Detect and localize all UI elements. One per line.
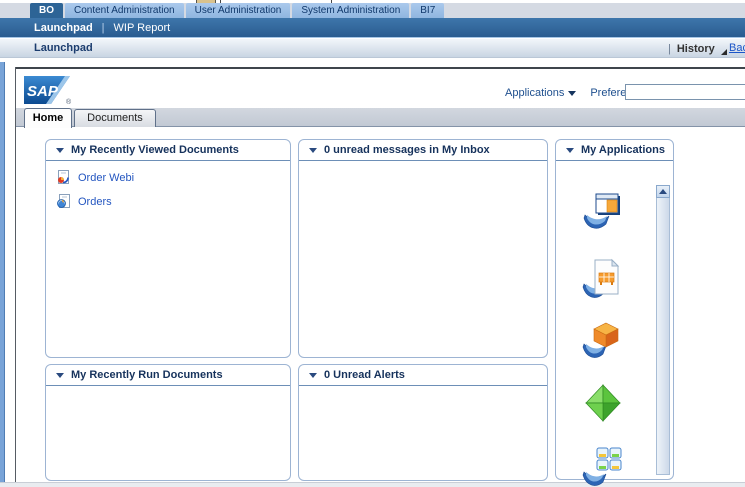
- sap-logo: SAP: [24, 76, 70, 104]
- document-link[interactable]: Order Webi: [78, 171, 135, 184]
- application-window-icon[interactable]: [582, 190, 624, 232]
- collapse-icon[interactable]: [56, 147, 64, 153]
- scroll-track[interactable]: [656, 198, 670, 475]
- page-title-bar: Launchpad: [0, 39, 745, 58]
- history-separator: |: [668, 42, 671, 55]
- collapse-icon[interactable]: [309, 372, 317, 378]
- panel-header: My Recently Run Documents: [46, 365, 290, 386]
- history-link[interactable]: History: [676, 42, 715, 55]
- panel-body: Order Webi Orders: [46, 170, 290, 209]
- document-link[interactable]: Orders: [78, 195, 112, 208]
- portal-tab-bar: BO Content Administration User Administr…: [0, 3, 745, 18]
- panel-my-applications: My Applications: [555, 139, 674, 486]
- panel-recently-run-documents: My Recently Run Documents: [45, 364, 291, 481]
- report-page-icon[interactable]: [582, 258, 624, 300]
- panel-title: 0 unread messages in My Inbox: [324, 144, 490, 156]
- workspace-modules-icon[interactable]: [582, 446, 624, 487]
- collapse-icon[interactable]: [566, 147, 574, 153]
- history-dropdown-icon[interactable]: [720, 48, 727, 55]
- content-frame-top-border: [15, 67, 745, 69]
- collapse-icon[interactable]: [309, 147, 317, 153]
- scroll-up-button[interactable]: [656, 185, 670, 198]
- arrow-up-icon: [659, 189, 667, 194]
- panel-body: [556, 161, 673, 486]
- tab-bi7[interactable]: BI7: [411, 3, 445, 18]
- panel-inbox: 0 unread messages in My Inbox: [298, 139, 548, 358]
- nav-separator: |: [101, 21, 105, 34]
- panel-alerts: 0 Unread Alerts: [298, 364, 548, 481]
- registered-trademark: ®: [66, 99, 72, 106]
- nav-item-wip-report[interactable]: WIP Report: [113, 21, 171, 34]
- applications-label: Applications: [505, 87, 565, 99]
- crystal-report-icon: [57, 194, 70, 208]
- nav-item-launchpad[interactable]: Launchpad: [34, 21, 93, 34]
- tab-documents[interactable]: Documents: [74, 109, 156, 127]
- bottom-strip: [0, 482, 745, 487]
- applications-scrollbar[interactable]: [656, 185, 670, 475]
- panel-title: My Recently Viewed Documents: [71, 144, 239, 156]
- panel-header: 0 unread messages in My Inbox: [299, 140, 547, 161]
- tab-bo[interactable]: BO: [30, 3, 63, 18]
- content-frame-left-border: [15, 67, 16, 482]
- olap-cube-icon[interactable]: [582, 320, 624, 362]
- tab-system-administration[interactable]: System Administration: [292, 3, 410, 18]
- panel-recently-viewed-documents: My Recently Viewed Documents Order Webi: [45, 139, 291, 358]
- tab-content-administration[interactable]: Content Administration: [65, 3, 184, 18]
- applications-menu[interactable]: Applications: [505, 87, 577, 99]
- chevron-down-icon: [568, 90, 577, 96]
- panel-title: My Recently Run Documents: [71, 369, 223, 381]
- list-item[interactable]: Orders: [56, 194, 290, 209]
- title-bar-actions: | History: [668, 39, 727, 58]
- list-item[interactable]: Order Webi: [56, 170, 290, 185]
- back-link[interactable]: Back: [729, 42, 745, 54]
- left-edge-stripe: [0, 62, 5, 482]
- panel-title: 0 Unread Alerts: [324, 369, 405, 381]
- page-title: Launchpad: [34, 42, 93, 54]
- panel-header: 0 Unread Alerts: [299, 365, 547, 386]
- collapse-icon[interactable]: [56, 372, 64, 378]
- content-tab-strip: [16, 108, 745, 127]
- search-input[interactable]: [625, 84, 745, 100]
- panel-header: My Applications: [556, 140, 673, 161]
- svg-text:SAP: SAP: [27, 83, 59, 100]
- panel-title: My Applications: [581, 144, 665, 156]
- dashboard-diamond-icon[interactable]: [582, 382, 624, 424]
- panel-header: My Recently Viewed Documents: [46, 140, 290, 161]
- tab-user-administration[interactable]: User Administration: [185, 3, 291, 18]
- tab-home[interactable]: Home: [24, 108, 72, 128]
- portal-nav-bar: Launchpad | WIP Report: [0, 18, 745, 38]
- webi-document-icon: [58, 170, 69, 184]
